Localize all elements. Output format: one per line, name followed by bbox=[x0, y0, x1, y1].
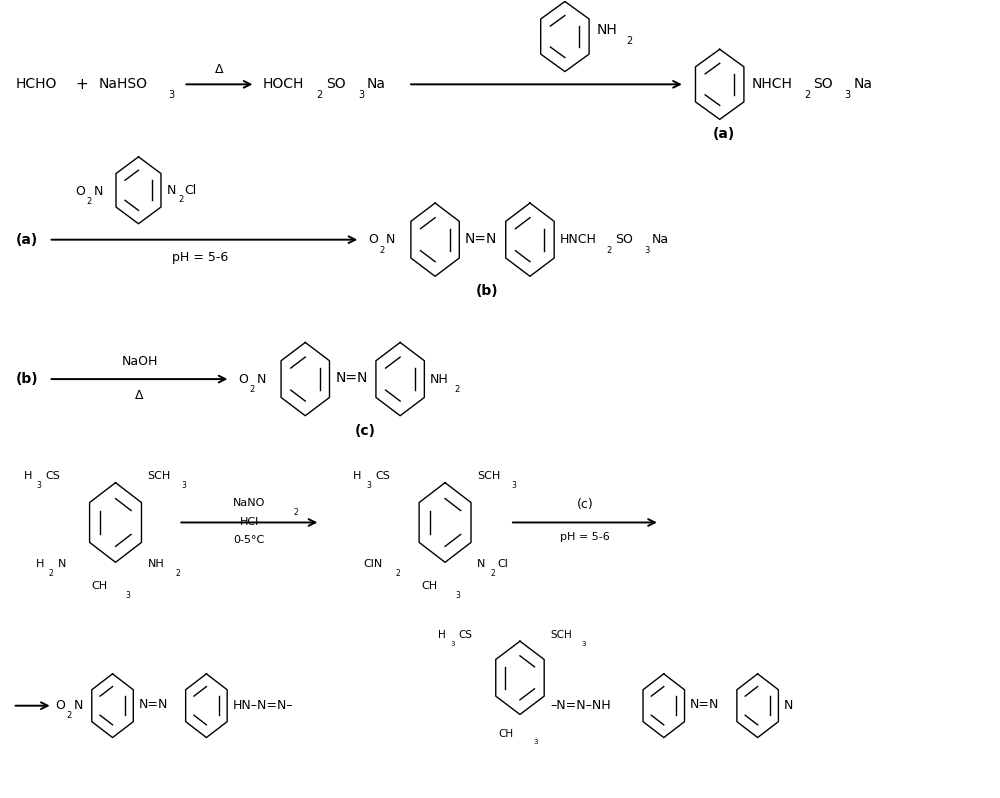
Text: 3: 3 bbox=[358, 89, 364, 100]
Text: N: N bbox=[256, 373, 266, 385]
Text: CS: CS bbox=[458, 630, 472, 640]
Text: NH: NH bbox=[147, 559, 164, 569]
Text: SCH: SCH bbox=[147, 472, 171, 481]
Text: 3: 3 bbox=[366, 481, 371, 490]
Text: 2: 2 bbox=[49, 569, 53, 578]
Text: N=N: N=N bbox=[335, 371, 368, 385]
Text: (a): (a) bbox=[16, 233, 38, 247]
Text: HOCH: HOCH bbox=[262, 77, 304, 91]
Text: 2: 2 bbox=[67, 711, 72, 720]
Text: CH: CH bbox=[421, 581, 437, 591]
Text: N: N bbox=[94, 185, 103, 199]
Text: Cl: Cl bbox=[184, 184, 197, 197]
Text: 3: 3 bbox=[168, 89, 175, 100]
Text: SO: SO bbox=[326, 77, 346, 91]
Text: 2: 2 bbox=[178, 196, 184, 204]
Text: N: N bbox=[166, 184, 176, 197]
Text: Na: Na bbox=[366, 77, 385, 91]
Text: O: O bbox=[238, 373, 248, 385]
Text: HN–N=N–: HN–N=N– bbox=[232, 699, 293, 712]
Text: O: O bbox=[76, 185, 85, 199]
Text: H: H bbox=[353, 472, 362, 481]
Text: HNCH: HNCH bbox=[560, 233, 597, 246]
Text: 2: 2 bbox=[490, 569, 495, 578]
Text: ClN: ClN bbox=[363, 559, 382, 569]
Text: N=N: N=N bbox=[690, 698, 719, 711]
Text: (c): (c) bbox=[577, 499, 593, 512]
Text: 3: 3 bbox=[582, 642, 586, 647]
Text: 2: 2 bbox=[395, 569, 400, 578]
Text: (a): (a) bbox=[713, 127, 735, 140]
Text: 3: 3 bbox=[644, 246, 649, 255]
Text: N: N bbox=[386, 233, 396, 246]
Text: NH: NH bbox=[430, 373, 449, 385]
Text: HCl: HCl bbox=[240, 516, 259, 527]
Text: SO: SO bbox=[615, 233, 633, 246]
Text: –N=N–NH: –N=N–NH bbox=[550, 699, 611, 712]
Text: 2: 2 bbox=[626, 36, 632, 45]
Text: Δ: Δ bbox=[135, 389, 144, 401]
Text: 2: 2 bbox=[249, 385, 255, 394]
Text: H: H bbox=[438, 630, 446, 640]
Text: N: N bbox=[784, 699, 793, 712]
Text: O: O bbox=[368, 233, 378, 246]
Text: 3: 3 bbox=[511, 481, 516, 490]
Text: CH: CH bbox=[498, 729, 514, 739]
Text: SO: SO bbox=[814, 77, 833, 91]
Text: (b): (b) bbox=[476, 284, 498, 298]
Text: Δ: Δ bbox=[215, 64, 224, 77]
Text: NHCH: NHCH bbox=[752, 77, 793, 91]
Text: 2: 2 bbox=[316, 89, 323, 100]
Text: (b): (b) bbox=[16, 372, 38, 386]
Text: 3: 3 bbox=[845, 89, 851, 100]
Text: 0-5°C: 0-5°C bbox=[234, 535, 265, 545]
Text: 3: 3 bbox=[37, 481, 42, 490]
Text: NaNO: NaNO bbox=[233, 499, 266, 508]
Text: SCH: SCH bbox=[477, 472, 500, 481]
Text: 2: 2 bbox=[607, 246, 612, 255]
Text: N: N bbox=[74, 699, 83, 712]
Text: 3: 3 bbox=[181, 481, 186, 490]
Text: CS: CS bbox=[375, 472, 390, 481]
Text: 2: 2 bbox=[293, 508, 298, 516]
Text: H: H bbox=[36, 559, 44, 569]
Text: 2: 2 bbox=[805, 89, 811, 100]
Text: O: O bbox=[56, 699, 65, 712]
Text: NaOH: NaOH bbox=[121, 355, 158, 368]
Text: 2: 2 bbox=[175, 569, 180, 578]
Text: +: + bbox=[76, 77, 88, 92]
Text: CS: CS bbox=[46, 472, 61, 481]
Text: N=N: N=N bbox=[139, 698, 168, 711]
Text: 2: 2 bbox=[379, 246, 384, 255]
Text: Na: Na bbox=[854, 77, 873, 91]
Text: 3: 3 bbox=[533, 738, 537, 745]
Text: Cl: Cl bbox=[497, 559, 508, 569]
Text: Na: Na bbox=[652, 233, 669, 246]
Text: N: N bbox=[58, 559, 66, 569]
Text: 3: 3 bbox=[455, 591, 460, 600]
Text: 2: 2 bbox=[454, 385, 459, 394]
Text: NH: NH bbox=[597, 23, 618, 38]
Text: NaHSO: NaHSO bbox=[99, 77, 148, 91]
Text: 3: 3 bbox=[450, 642, 455, 647]
Text: N=N: N=N bbox=[465, 232, 497, 246]
Text: CH: CH bbox=[91, 581, 108, 591]
Text: N: N bbox=[477, 559, 485, 569]
Text: pH = 5-6: pH = 5-6 bbox=[172, 251, 229, 263]
Text: HCHO: HCHO bbox=[16, 77, 57, 91]
Text: SCH: SCH bbox=[550, 630, 572, 640]
Text: 2: 2 bbox=[87, 197, 92, 206]
Text: H: H bbox=[24, 472, 32, 481]
Text: 3: 3 bbox=[126, 591, 130, 600]
Text: (c): (c) bbox=[355, 424, 376, 438]
Text: pH = 5-6: pH = 5-6 bbox=[560, 531, 610, 542]
